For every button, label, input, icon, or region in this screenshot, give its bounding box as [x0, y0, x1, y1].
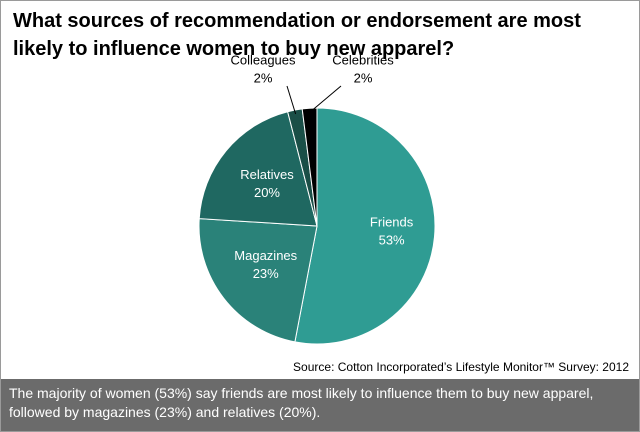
source-note: Source: Cotton Incorporated’s Lifestyle … [293, 360, 629, 374]
caption: The majority of women (53%) say friends … [1, 379, 639, 431]
slice-label: Relatives [240, 167, 294, 182]
slice-label: Magazines [234, 248, 297, 263]
slice-value-label: 23% [253, 266, 279, 281]
slice-value-label: 53% [379, 233, 405, 248]
slice-label: Friends [370, 215, 414, 230]
leader-line [309, 85, 342, 113]
slice-label: Colleagues [230, 52, 296, 67]
chart-title: What sources of recommendation or endors… [13, 10, 581, 60]
slice-value-label: 20% [254, 185, 280, 200]
slice-label: Celebrities [332, 52, 394, 67]
pie-slice [198, 111, 318, 227]
pie-slice [198, 218, 318, 343]
slice-value-label: 2% [354, 70, 373, 85]
chart: Friends 53% Magazines 23% Relatives 20% Collea… [198, 52, 436, 345]
pie-slice [294, 107, 436, 345]
pie-slice [301, 107, 318, 227]
slice-value-label: 2% [254, 70, 273, 85]
leader-line [286, 85, 297, 115]
